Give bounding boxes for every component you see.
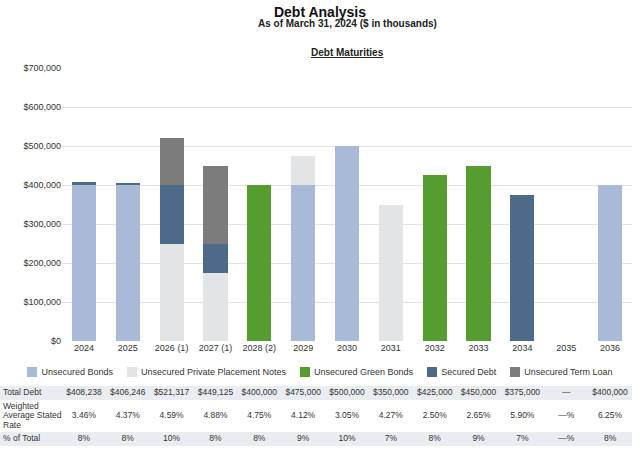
html-text:4.12%: 4.12% <box>291 410 316 420</box>
html-text:Secured Debt: Secured Debt <box>441 367 497 377</box>
svg-text:2034: 2034 <box>512 343 532 353</box>
html-text:8%: 8% <box>209 433 222 443</box>
html-text:3.05%: 3.05% <box>334 410 359 420</box>
html-text:Weighted Average Stated Rate: Weighted Average Stated Rate <box>3 400 62 430</box>
html-text:Unsecured Private Placement No: Unsecured Private Placement Notes <box>141 367 287 377</box>
svg-text:2028 (2): 2028 (2) <box>243 343 277 353</box>
html-text:4.88%: 4.88% <box>203 410 228 420</box>
svg-text:Debt Analysis: Debt Analysis <box>274 4 366 20</box>
html-text:10%: 10% <box>163 433 181 443</box>
html-text:% of Total: % of Total <box>3 433 41 443</box>
html-text:$400,000: $400,000 <box>592 387 628 397</box>
html-text:4.27%: 4.27% <box>378 410 403 420</box>
html-text:Unsecured Term Loan: Unsecured Term Loan <box>524 367 613 377</box>
svg-text:$0: $0 <box>51 336 61 346</box>
svg-text:2030: 2030 <box>337 343 357 353</box>
html-text:9%: 9% <box>297 433 310 443</box>
html-text:7%: 7% <box>384 433 397 443</box>
html-text:$450,000: $450,000 <box>460 387 497 397</box>
html-text:Unsecured Bonds: Unsecured Bonds <box>41 367 113 377</box>
svg-text:$700,000: $700,000 <box>23 63 61 73</box>
svg-text:$100,000: $100,000 <box>23 297 61 307</box>
html-text:7%: 7% <box>516 433 529 443</box>
svg-text:2027 (1): 2027 (1) <box>199 343 233 353</box>
svg-text:$200,000: $200,000 <box>23 258 61 268</box>
html-text:$408,238: $408,238 <box>66 387 102 397</box>
svg-text:2036: 2036 <box>600 343 620 353</box>
html-text:2.65%: 2.65% <box>466 410 491 420</box>
svg-text:$400,000: $400,000 <box>23 180 61 190</box>
html-text:$406,246: $406,246 <box>110 387 146 397</box>
html-text:$475,000: $475,000 <box>285 387 321 397</box>
html-text:$400,000: $400,000 <box>241 387 277 397</box>
svg-text:2026 (1): 2026 (1) <box>155 343 189 353</box>
svg-text:2024: 2024 <box>74 343 94 353</box>
html-text:4.59%: 4.59% <box>159 410 184 420</box>
svg-text:2033: 2033 <box>469 343 489 353</box>
html-text:9%: 9% <box>472 433 485 443</box>
html-text:$425,000: $425,000 <box>417 387 453 397</box>
html-text:8%: 8% <box>77 433 91 443</box>
html-text:2.50%: 2.50% <box>422 410 447 420</box>
html-text:$350,000: $350,000 <box>373 387 409 397</box>
svg-text:Debt Maturities: Debt Maturities <box>311 47 384 58</box>
svg-text:2031: 2031 <box>381 343 401 353</box>
html-text:$375,000: $375,000 <box>504 387 541 397</box>
html-text:8%: 8% <box>603 433 617 443</box>
html-text:6.25%: 6.25% <box>598 410 623 420</box>
html-text:8%: 8% <box>253 433 266 443</box>
svg-text:As of March 31, 2024 ($ in tho: As of March 31, 2024 ($ in thousands) <box>258 18 437 29</box>
html-text:Unsecured Green Bonds: Unsecured Green Bonds <box>314 367 414 377</box>
html-text:$449,125: $449,125 <box>197 387 234 397</box>
html-text:5.90%: 5.90% <box>510 410 535 420</box>
html-text:$500,000: $500,000 <box>329 387 365 397</box>
svg-text:2029: 2029 <box>293 343 313 353</box>
html-text:4.37%: 4.37% <box>115 410 140 420</box>
svg-text:2035: 2035 <box>556 343 576 353</box>
svg-text:2025: 2025 <box>118 343 138 353</box>
html-text:3.46%: 3.46% <box>71 410 96 420</box>
html-text:8%: 8% <box>428 433 441 443</box>
svg-text:$600,000: $600,000 <box>23 102 61 112</box>
html-text:4.75%: 4.75% <box>247 410 272 420</box>
svg-text:$300,000: $300,000 <box>23 219 61 229</box>
html-text:$521,317: $521,317 <box>153 387 190 397</box>
html-text:8%: 8% <box>121 433 134 443</box>
html-text:Total Debt: Total Debt <box>3 387 42 397</box>
svg-text:$500,000: $500,000 <box>23 141 61 151</box>
html-text:10%: 10% <box>338 433 356 443</box>
svg-text:2032: 2032 <box>425 343 445 353</box>
